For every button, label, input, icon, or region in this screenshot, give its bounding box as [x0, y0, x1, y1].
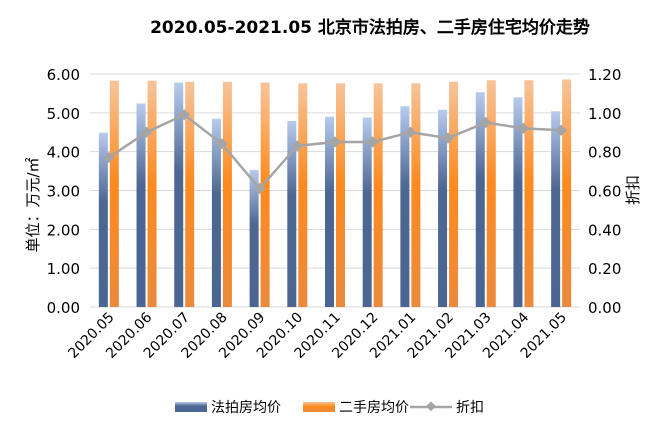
- bar-二手房均价: [336, 83, 345, 307]
- bar-二手房均价: [373, 83, 383, 307]
- bar-二手房均价: [449, 81, 459, 308]
- bar-二手房均价: [147, 80, 157, 307]
- y-tick-label: 1.00: [47, 260, 80, 278]
- y-tick-label: 5.00: [47, 105, 80, 123]
- bar-二手房均价: [524, 80, 534, 307]
- line-marker: [216, 138, 228, 150]
- line-marker: [291, 140, 303, 152]
- legend-label: 二手房均价: [339, 400, 409, 416]
- y2-tick-label: 1.00: [588, 105, 621, 123]
- y-tick-label: 4.00: [47, 144, 80, 162]
- line-marker: [404, 126, 417, 138]
- bar-法拍房均价: [475, 92, 485, 307]
- bar-二手房均价: [486, 80, 496, 307]
- bar-二手房均价: [562, 79, 572, 307]
- line-marker: [367, 136, 379, 148]
- y-axis-label: 单位：万元/㎡: [24, 157, 42, 252]
- bar-二手房均价: [109, 80, 119, 307]
- bar-法拍房均价: [513, 97, 523, 307]
- bar-法拍房均价: [325, 116, 334, 307]
- y2-tick-label: 0.20: [588, 260, 621, 278]
- bar-法拍房均价: [211, 118, 221, 308]
- legend-label: 法拍房均价: [211, 400, 281, 416]
- bar-法拍房均价: [98, 132, 108, 307]
- y2-tick-label: 0.00: [588, 299, 621, 317]
- bar-二手房均价: [185, 81, 195, 308]
- y-tick-label: 3.00: [47, 183, 80, 201]
- line-marker: [253, 182, 266, 195]
- bar-法拍房均价: [400, 106, 410, 308]
- y2-tick-label: 0.40: [588, 221, 621, 239]
- y2-tick-label: 0.60: [588, 183, 621, 201]
- legend-swatch: [303, 402, 335, 412]
- legend-marker: [426, 401, 436, 412]
- bar-二手房均价: [260, 82, 270, 307]
- bar-二手房均价: [222, 81, 232, 308]
- bar-法拍房均价: [249, 169, 259, 307]
- y-tick-label: 6.00: [47, 66, 80, 84]
- chart-title: 2020.05-2021.05 北京市法拍房、二手房住宅均价走势: [150, 17, 590, 38]
- bar-法拍房均价: [551, 111, 561, 307]
- bar-法拍房均价: [174, 82, 184, 307]
- bar-法拍房均价: [287, 120, 297, 307]
- legend-swatch: [175, 402, 207, 412]
- legend-label: 折扣: [456, 400, 484, 416]
- line-marker: [329, 136, 341, 148]
- bar-法拍房均价: [438, 109, 448, 307]
- y2-tick-label: 0.80: [588, 144, 621, 162]
- y-tick-label: 2.00: [47, 221, 80, 239]
- bar-法拍房均价: [136, 103, 146, 307]
- bar-二手房均价: [411, 83, 421, 307]
- y2-axis-label: 折扣: [624, 175, 642, 205]
- line-marker: [442, 132, 454, 144]
- bar-法拍房均价: [362, 117, 372, 307]
- y-tick-label: 0.00: [47, 299, 80, 317]
- line-marker: [140, 126, 153, 138]
- y2-tick-label: 1.20: [588, 66, 621, 84]
- bar-二手房均价: [298, 83, 308, 307]
